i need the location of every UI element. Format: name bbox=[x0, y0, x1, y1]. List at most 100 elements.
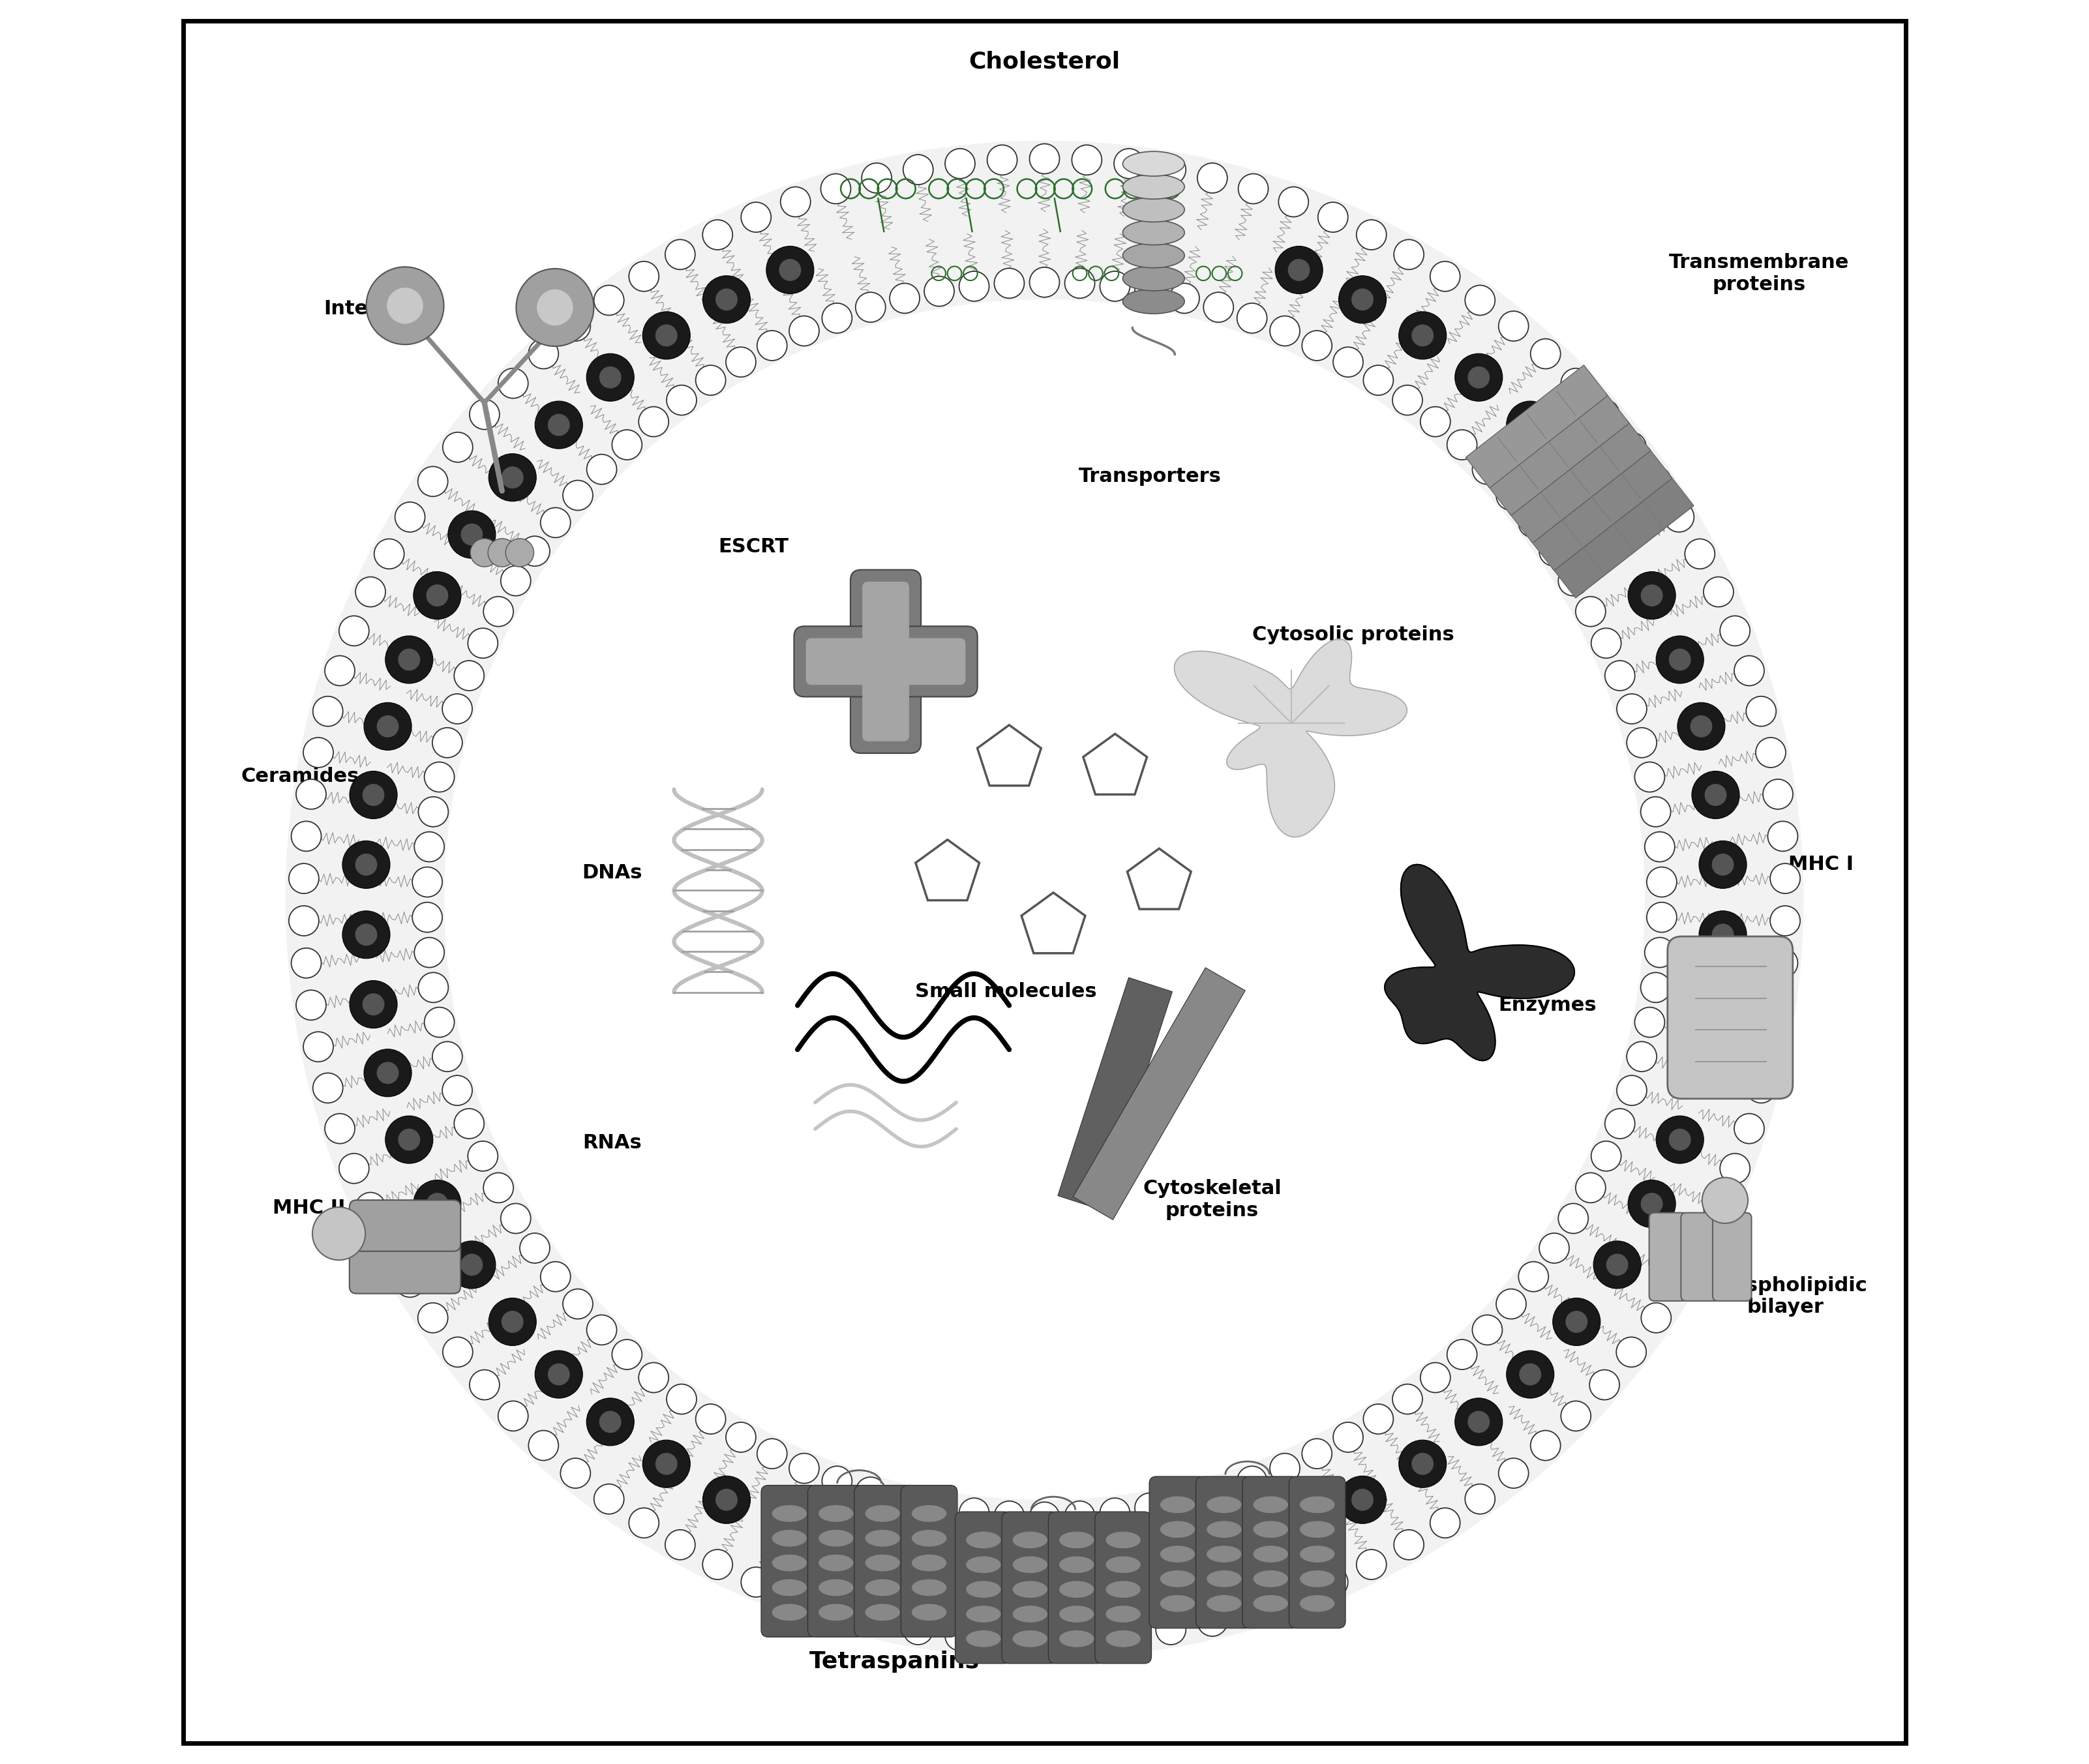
Text: Cytosolic proteins: Cytosolic proteins bbox=[1251, 626, 1454, 644]
Polygon shape bbox=[1074, 968, 1245, 1219]
Circle shape bbox=[288, 864, 320, 894]
Circle shape bbox=[349, 981, 397, 1028]
Circle shape bbox=[374, 1231, 403, 1261]
Circle shape bbox=[821, 303, 852, 333]
Circle shape bbox=[1412, 1454, 1433, 1475]
FancyBboxPatch shape bbox=[1243, 1476, 1299, 1628]
Circle shape bbox=[560, 1459, 591, 1489]
Circle shape bbox=[1469, 1411, 1489, 1432]
Circle shape bbox=[779, 1519, 800, 1540]
Circle shape bbox=[418, 1304, 447, 1334]
FancyBboxPatch shape bbox=[808, 1485, 865, 1637]
Text: Ceramides: Ceramides bbox=[240, 767, 359, 785]
Circle shape bbox=[1134, 1492, 1166, 1522]
Circle shape bbox=[1690, 1062, 1711, 1083]
Ellipse shape bbox=[1299, 1572, 1335, 1588]
Circle shape bbox=[1364, 365, 1393, 395]
Circle shape bbox=[1677, 1050, 1726, 1097]
Circle shape bbox=[443, 1076, 472, 1106]
Circle shape bbox=[1030, 1626, 1059, 1655]
FancyBboxPatch shape bbox=[1667, 937, 1792, 1099]
Circle shape bbox=[790, 1454, 819, 1484]
Circle shape bbox=[1567, 1311, 1588, 1332]
Circle shape bbox=[666, 1385, 696, 1415]
Circle shape bbox=[1698, 910, 1746, 958]
Circle shape bbox=[297, 990, 326, 1020]
Polygon shape bbox=[1174, 639, 1406, 838]
Circle shape bbox=[303, 1032, 334, 1062]
Circle shape bbox=[1703, 1192, 1734, 1222]
Ellipse shape bbox=[1013, 1632, 1047, 1648]
Circle shape bbox=[1698, 841, 1746, 889]
Circle shape bbox=[541, 1261, 570, 1291]
Circle shape bbox=[1237, 303, 1268, 333]
Circle shape bbox=[447, 512, 495, 559]
Circle shape bbox=[1270, 1454, 1299, 1484]
Circle shape bbox=[1203, 293, 1233, 323]
FancyBboxPatch shape bbox=[349, 1200, 460, 1251]
Circle shape bbox=[1627, 1041, 1657, 1071]
Circle shape bbox=[717, 1489, 737, 1510]
Ellipse shape bbox=[1013, 1558, 1047, 1573]
Circle shape bbox=[861, 1607, 892, 1637]
Circle shape bbox=[1560, 1401, 1592, 1431]
Circle shape bbox=[1594, 512, 1642, 559]
Circle shape bbox=[664, 240, 696, 270]
Circle shape bbox=[395, 503, 424, 533]
Text: Integrins: Integrins bbox=[324, 300, 424, 318]
Circle shape bbox=[1469, 367, 1489, 388]
Circle shape bbox=[363, 785, 384, 806]
Ellipse shape bbox=[1122, 175, 1184, 199]
Circle shape bbox=[1769, 905, 1801, 935]
Circle shape bbox=[1101, 272, 1130, 302]
Ellipse shape bbox=[1059, 1632, 1093, 1648]
Circle shape bbox=[1734, 656, 1765, 686]
Circle shape bbox=[349, 771, 397, 818]
Circle shape bbox=[1400, 1439, 1446, 1487]
Ellipse shape bbox=[1107, 1531, 1141, 1549]
Circle shape bbox=[338, 1154, 370, 1184]
Circle shape bbox=[355, 577, 386, 607]
Circle shape bbox=[378, 716, 399, 737]
Ellipse shape bbox=[773, 1556, 806, 1572]
Circle shape bbox=[453, 662, 485, 691]
Ellipse shape bbox=[1122, 152, 1184, 176]
Circle shape bbox=[767, 1505, 815, 1552]
Circle shape bbox=[1703, 1178, 1748, 1224]
Circle shape bbox=[1642, 586, 1663, 607]
Circle shape bbox=[1617, 1337, 1646, 1367]
Ellipse shape bbox=[865, 1506, 900, 1521]
Ellipse shape bbox=[1107, 1582, 1141, 1598]
Circle shape bbox=[1558, 566, 1588, 596]
Ellipse shape bbox=[865, 1605, 900, 1619]
Circle shape bbox=[1030, 1501, 1059, 1531]
Circle shape bbox=[790, 316, 819, 346]
Text: RNAs: RNAs bbox=[583, 1134, 641, 1152]
FancyBboxPatch shape bbox=[1648, 1214, 1688, 1302]
Circle shape bbox=[587, 353, 635, 400]
Circle shape bbox=[1506, 400, 1554, 448]
Circle shape bbox=[1498, 1459, 1529, 1489]
Ellipse shape bbox=[819, 1581, 852, 1596]
Circle shape bbox=[1719, 1154, 1751, 1184]
Ellipse shape bbox=[819, 1605, 852, 1619]
Circle shape bbox=[501, 467, 522, 489]
Circle shape bbox=[1692, 771, 1740, 818]
Circle shape bbox=[313, 1207, 366, 1259]
Circle shape bbox=[742, 1566, 771, 1596]
Circle shape bbox=[1155, 1614, 1187, 1644]
Circle shape bbox=[959, 1498, 988, 1528]
Ellipse shape bbox=[1253, 1521, 1287, 1538]
Circle shape bbox=[1301, 330, 1333, 360]
Circle shape bbox=[1270, 316, 1299, 346]
Circle shape bbox=[324, 656, 355, 686]
Ellipse shape bbox=[967, 1558, 1001, 1573]
Circle shape bbox=[902, 1614, 934, 1644]
Circle shape bbox=[1393, 385, 1423, 415]
FancyBboxPatch shape bbox=[1049, 1512, 1105, 1663]
Circle shape bbox=[821, 175, 850, 205]
Circle shape bbox=[483, 596, 514, 626]
Ellipse shape bbox=[913, 1605, 946, 1619]
Circle shape bbox=[1686, 538, 1715, 568]
Ellipse shape bbox=[1161, 1545, 1195, 1563]
